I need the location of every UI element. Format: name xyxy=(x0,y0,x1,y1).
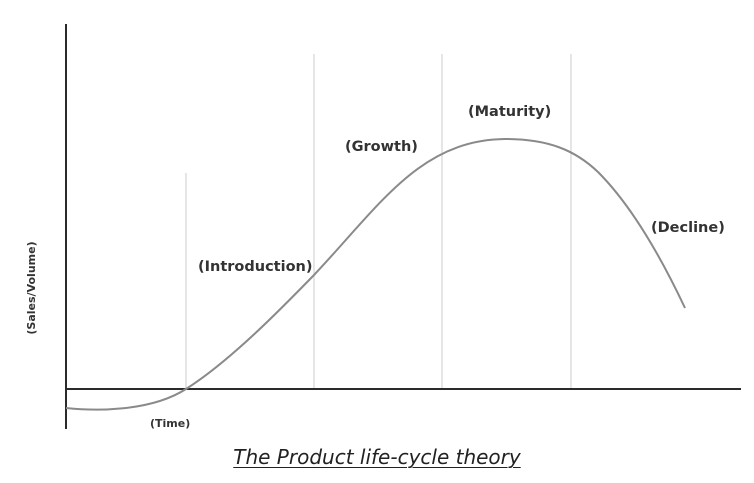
introduction-label: (Introduction) xyxy=(198,259,313,275)
x-axis-label: (Time) xyxy=(150,417,190,430)
life-cycle-curve xyxy=(65,137,686,411)
growth-label: (Growth) xyxy=(345,139,418,155)
diagram-caption: The Product life-cycle theory xyxy=(233,445,521,469)
y-axis-label: (Sales/Volume) xyxy=(25,241,38,334)
maturity-label: (Maturity) xyxy=(468,104,551,120)
decline-label: (Decline) xyxy=(651,220,725,236)
